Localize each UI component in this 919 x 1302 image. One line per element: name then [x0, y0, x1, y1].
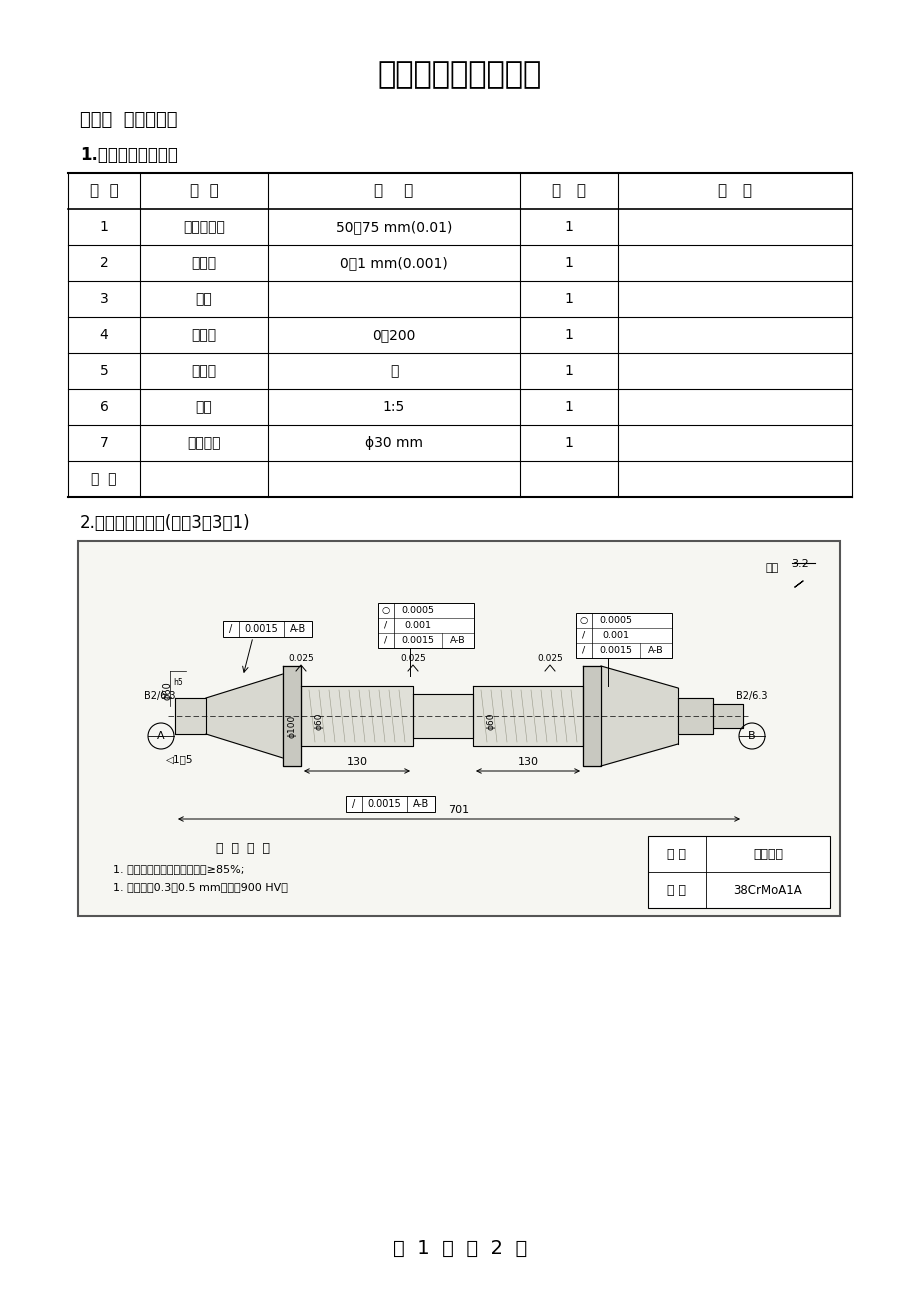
- Text: 0.0015: 0.0015: [244, 624, 278, 634]
- Text: 1: 1: [564, 220, 573, 234]
- Text: B2/6.3: B2/6.3: [735, 691, 767, 700]
- Polygon shape: [301, 686, 413, 746]
- Text: 材 料: 材 料: [667, 884, 686, 897]
- Text: /: /: [384, 635, 387, 644]
- Text: 数   量: 数 量: [551, 184, 585, 198]
- Text: 0～1 mm(0.001): 0～1 mm(0.001): [340, 256, 448, 270]
- Text: ϕ60: ϕ60: [486, 712, 495, 729]
- Text: 高级磨床工技能试卷: 高级磨床工技能试卷: [378, 60, 541, 90]
- Polygon shape: [600, 667, 677, 766]
- Text: 环规: 环规: [196, 400, 212, 414]
- Text: 深度尺: 深度尺: [191, 328, 216, 342]
- Text: 0.0015: 0.0015: [599, 646, 632, 655]
- Polygon shape: [175, 698, 206, 734]
- Text: 130: 130: [516, 756, 538, 767]
- Text: /: /: [352, 799, 356, 809]
- Text: 1. 渗氮深度0.3～0.5 mm，硬度900 HV。: 1. 渗氮深度0.3～0.5 mm，硬度900 HV。: [113, 881, 288, 892]
- Text: 1: 1: [564, 256, 573, 270]
- Text: 千分表: 千分表: [191, 256, 216, 270]
- Text: A-B: A-B: [648, 646, 664, 655]
- Text: 2.精密主轴工作图(见图3－3－1): 2.精密主轴工作图(见图3－3－1): [80, 514, 250, 533]
- Text: 130: 130: [346, 756, 367, 767]
- Text: 题目：  磨精密主轴: 题目： 磨精密主轴: [80, 111, 177, 129]
- Text: 2: 2: [99, 256, 108, 270]
- Text: 1: 1: [564, 328, 573, 342]
- Text: 1.工、量、刃具清单: 1.工、量、刃具清单: [80, 146, 177, 164]
- Polygon shape: [583, 667, 600, 766]
- Text: 0.0015: 0.0015: [401, 635, 434, 644]
- Text: 备  注: 备 注: [91, 473, 117, 486]
- Text: ϕ30 mm: ϕ30 mm: [365, 436, 423, 450]
- Text: 1: 1: [564, 400, 573, 414]
- Text: /: /: [582, 646, 585, 655]
- Polygon shape: [677, 698, 712, 734]
- Text: 盒: 盒: [390, 365, 398, 378]
- Text: /: /: [384, 621, 387, 630]
- Text: 0.0005: 0.0005: [599, 616, 632, 625]
- Text: 3.2: 3.2: [790, 559, 808, 569]
- Text: 技  术  要  求: 技 术 要 求: [216, 842, 269, 855]
- Text: 第  1  页  共  2  页: 第 1 页 共 2 页: [392, 1238, 527, 1258]
- Text: 701: 701: [448, 805, 469, 815]
- Text: 50～75 mm(0.01): 50～75 mm(0.01): [335, 220, 452, 234]
- Text: 红铅粉: 红铅粉: [191, 365, 216, 378]
- Text: 1: 1: [564, 365, 573, 378]
- Text: ϕ100: ϕ100: [287, 715, 296, 738]
- Text: ○: ○: [381, 605, 390, 615]
- Text: 1: 1: [564, 292, 573, 306]
- Text: /: /: [229, 624, 233, 634]
- Text: 5: 5: [99, 365, 108, 378]
- Text: 0.0015: 0.0015: [368, 799, 401, 809]
- Text: B2/6.3: B2/6.3: [144, 691, 176, 700]
- Bar: [378, 603, 473, 648]
- Text: 1: 1: [99, 220, 108, 234]
- Text: 6: 6: [99, 400, 108, 414]
- Bar: [78, 542, 839, 917]
- Text: 7: 7: [99, 436, 108, 450]
- Text: 备   注: 备 注: [717, 184, 751, 198]
- Text: A-B: A-B: [449, 635, 465, 644]
- Text: 0.001: 0.001: [404, 621, 431, 630]
- Text: 外径百分尺: 外径百分尺: [183, 220, 224, 234]
- Text: 0.0005: 0.0005: [401, 605, 434, 615]
- Text: ϕ60: ϕ60: [314, 712, 323, 729]
- Text: A: A: [157, 730, 165, 741]
- Polygon shape: [283, 667, 301, 766]
- Text: 1. 锥面用涂色法检验，接触面≥85%;: 1. 锥面用涂色法检验，接触面≥85%;: [113, 865, 244, 874]
- Text: ϕ60: ϕ60: [163, 682, 173, 700]
- Text: 0.025: 0.025: [400, 655, 425, 664]
- Text: 0～200: 0～200: [372, 328, 415, 342]
- Polygon shape: [206, 674, 283, 758]
- Text: 3: 3: [99, 292, 108, 306]
- Text: 鸡心夹头: 鸡心夹头: [187, 436, 221, 450]
- Text: h5: h5: [173, 678, 183, 687]
- Text: 38CrMoA1A: 38CrMoA1A: [732, 884, 801, 897]
- Bar: [222, 621, 312, 637]
- Polygon shape: [712, 704, 743, 728]
- Text: 精密主轴: 精密主轴: [752, 848, 782, 861]
- Text: 1: 1: [564, 436, 573, 450]
- Bar: [647, 836, 829, 907]
- Text: A-B: A-B: [289, 624, 306, 634]
- Text: /: /: [582, 631, 585, 641]
- Text: B: B: [747, 730, 755, 741]
- Text: 名  称: 名 称: [189, 184, 218, 198]
- Text: 规    格: 规 格: [374, 184, 414, 198]
- Text: 4: 4: [99, 328, 108, 342]
- Text: A-B: A-B: [413, 799, 428, 809]
- Text: 表座: 表座: [196, 292, 212, 306]
- Polygon shape: [472, 686, 583, 746]
- Text: 0.025: 0.025: [288, 655, 313, 664]
- Text: 0.001: 0.001: [602, 631, 629, 641]
- Text: 其余: 其余: [765, 562, 777, 573]
- Polygon shape: [413, 694, 472, 738]
- Text: ○: ○: [579, 616, 587, 625]
- Bar: [575, 613, 671, 658]
- Text: 名 称: 名 称: [667, 848, 686, 861]
- Text: 0.025: 0.025: [537, 655, 562, 664]
- Bar: [346, 796, 435, 812]
- Text: 1:5: 1:5: [382, 400, 404, 414]
- Text: 序  号: 序 号: [89, 184, 119, 198]
- Text: ◁1：5: ◁1：5: [165, 754, 193, 764]
